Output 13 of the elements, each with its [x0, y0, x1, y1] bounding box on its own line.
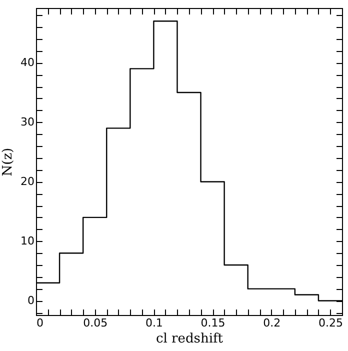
- x-tick-label: 0.2: [263, 316, 281, 330]
- y-tick-label: 30: [20, 116, 34, 129]
- x-tick-label: 0: [36, 316, 44, 330]
- y-tick-label: 40: [20, 56, 34, 70]
- y-tick-label: 0: [28, 294, 34, 308]
- x-tick-label: 0.1: [145, 316, 163, 330]
- y-axis-title: N(z): [0, 148, 16, 176]
- y-tick-label: 20: [20, 175, 34, 188]
- x-axis-title: cl redshift: [156, 332, 224, 346]
- y-tick-label: 10: [20, 234, 34, 248]
- x-tick-label: 0.05: [83, 316, 108, 330]
- x-tick-label: 0.25: [318, 316, 343, 330]
- x-tick-label: 0.15: [200, 316, 226, 330]
